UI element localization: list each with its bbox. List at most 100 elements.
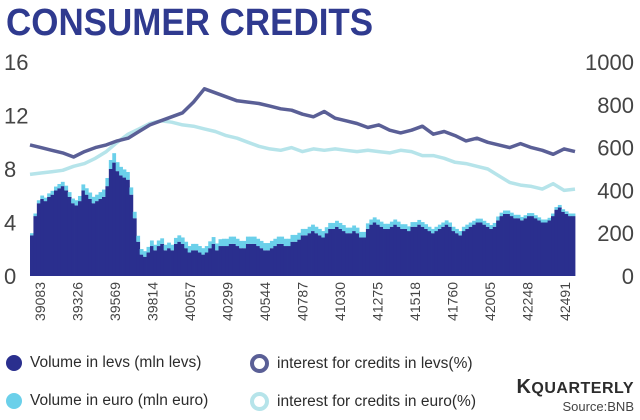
bar-euro-volume	[338, 222, 343, 229]
bar-euro-volume	[509, 212, 514, 217]
bar-euro-volume	[119, 166, 123, 176]
legend-label: Volume in levs (mln levs)	[30, 354, 202, 371]
bar-euro-volume	[311, 224, 315, 232]
bar-euro-volume	[239, 240, 243, 249]
bar-levs-volume	[420, 226, 425, 276]
bar-levs-volume	[557, 207, 562, 276]
bar-euro-volume	[139, 249, 144, 255]
bar-levs-volume	[530, 216, 535, 276]
bar-euro-volume	[180, 237, 185, 244]
bar-levs-volume	[335, 226, 339, 276]
bar-levs-volume	[235, 246, 240, 276]
x-tick-label: 42248	[520, 282, 536, 321]
bar-levs-volume	[163, 250, 168, 276]
bar-levs-volume	[252, 243, 257, 276]
bar-levs-volume	[431, 233, 435, 276]
y-right-tick-label: 200	[597, 221, 634, 246]
bar-levs-volume	[239, 248, 243, 276]
bar-euro-volume	[197, 246, 202, 253]
bar-levs-volume	[338, 228, 343, 276]
bar-levs-volume	[407, 231, 411, 276]
bar-euro-volume	[444, 220, 449, 225]
bar-euro-volume	[485, 222, 490, 227]
bar-euro-volume	[352, 225, 357, 232]
bar-levs-volume	[352, 231, 357, 276]
x-tick-label: 42491	[557, 282, 573, 321]
bar-euro-volume	[259, 240, 264, 249]
bar-levs-volume	[43, 201, 48, 276]
publisher-brand: KQUARTERLY Source:BNB	[516, 376, 634, 414]
bar-euro-volume	[393, 219, 398, 225]
x-tick-label: 41030	[332, 282, 348, 321]
bar-euro-volume	[341, 225, 346, 232]
bar-levs-volume	[372, 222, 377, 276]
bar-euro-volume	[379, 221, 384, 227]
bar-levs-volume	[249, 243, 254, 276]
axes-group: 0 4 8 12 16 0 200 400 600 800 1000 39083 39326 39569 3…	[4, 50, 634, 321]
bar-levs-volume	[160, 243, 165, 276]
bar-levs-volume	[554, 209, 559, 276]
bar-levs-volume	[472, 224, 476, 276]
bar-levs-volume	[132, 218, 137, 276]
bar-levs-volume	[167, 248, 171, 276]
bar-levs-volume	[215, 250, 219, 276]
bar-euro-volume	[557, 204, 562, 208]
bar-euro-volume	[280, 236, 285, 244]
x-tick-label: 40299	[220, 282, 236, 321]
bar-euro-volume	[431, 228, 435, 234]
bar-euro-volume	[389, 221, 394, 227]
bar-euro-volume	[376, 219, 381, 225]
bar-euro-volume	[437, 224, 442, 229]
x-tick-label: 40057	[182, 282, 198, 321]
bar-levs-volume	[108, 169, 113, 276]
bar-euro-volume	[194, 243, 199, 251]
bar-euro-volume	[129, 187, 134, 195]
brand-logo: KQUARTERLY	[516, 376, 634, 399]
bar-levs-volume	[359, 237, 363, 276]
x-tick-label: 41760	[445, 282, 461, 321]
bar-euro-volume	[122, 169, 127, 178]
bar-levs-volume	[149, 246, 154, 276]
bar-levs-volume	[122, 177, 127, 276]
x-tick-label: 41518	[407, 282, 423, 321]
bar-levs-volume	[403, 228, 408, 276]
bar-levs-volume	[455, 233, 459, 276]
bar-levs-volume	[173, 243, 178, 276]
bar-euro-volume	[115, 162, 120, 172]
bar-euro-volume	[105, 177, 110, 187]
legend-label: interest for credits in levs(%)	[277, 354, 473, 372]
bar-levs-volume	[211, 243, 216, 276]
bar-euro-volume	[71, 198, 75, 204]
bar-euro-volume	[98, 192, 103, 199]
bar-euro-volume	[143, 251, 147, 257]
bar-levs-volume	[509, 216, 514, 276]
bar-levs-volume	[365, 228, 370, 276]
bar-euro-volume	[156, 240, 161, 247]
legend-ring-icon	[250, 392, 269, 411]
bar-euro-volume	[331, 222, 336, 229]
bar-levs-volume	[341, 231, 346, 276]
bar-euro-volume	[160, 238, 165, 244]
bar-euro-volume	[441, 222, 446, 227]
bar-levs-volume	[300, 235, 305, 276]
legend: Volume in levs (mln levs) interest for c…	[6, 352, 506, 414]
bar-levs-volume	[143, 256, 147, 276]
bar-levs-volume	[489, 228, 494, 276]
bar-euro-volume	[232, 236, 237, 244]
bar-euro-volume	[403, 224, 408, 229]
bar-euro-volume	[324, 227, 329, 234]
bar-levs-volume	[242, 248, 247, 276]
bar-levs-volume	[71, 203, 75, 276]
bar-levs-volume	[64, 190, 69, 276]
bar-levs-volume	[177, 241, 182, 276]
bar-levs-volume	[410, 226, 415, 276]
bar-levs-volume	[266, 250, 271, 276]
bar-levs-volume	[451, 231, 456, 276]
bar-euro-volume	[455, 228, 459, 234]
bar-levs-volume	[513, 218, 518, 276]
legend-dot-icon	[6, 393, 22, 409]
line-series-group	[29, 87, 576, 193]
legend-dot-icon	[6, 355, 22, 371]
bar-euro-volume	[215, 243, 219, 251]
bar-euro-volume	[77, 195, 82, 202]
